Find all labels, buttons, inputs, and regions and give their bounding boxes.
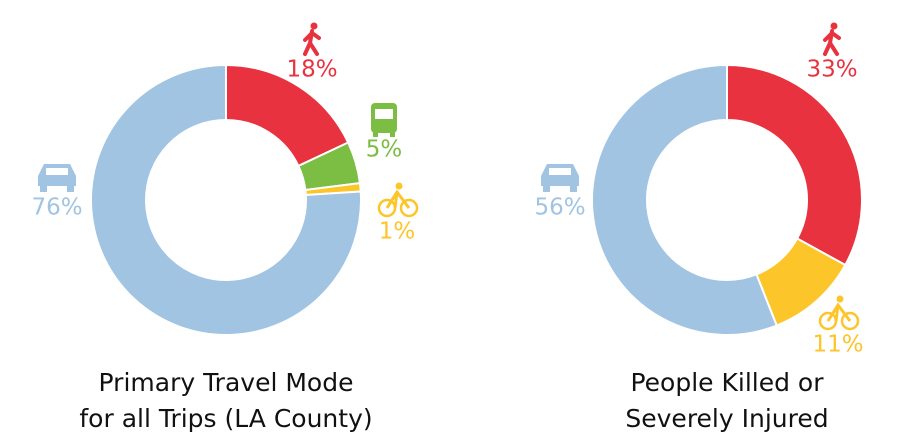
chart-title: Severely Injured — [625, 404, 828, 433]
icon-part — [823, 29, 841, 56]
icon-part — [836, 295, 844, 303]
icon-bus — [371, 103, 397, 137]
icon-part — [399, 198, 419, 218]
chart-title: Primary Travel Mode — [99, 368, 354, 397]
donut-slice — [591, 63, 778, 336]
value-label: 33% — [806, 57, 857, 83]
icon-part — [375, 109, 393, 119]
icon-part — [390, 132, 395, 137]
icon-part — [303, 29, 321, 56]
icon-car — [38, 164, 76, 192]
icon-part — [373, 132, 378, 137]
donut-slice — [726, 63, 863, 267]
chart-title: People Killed or — [630, 368, 824, 397]
icon-bike — [377, 182, 419, 218]
icon-part — [385, 189, 411, 209]
icon-part — [67, 186, 74, 192]
icon-part — [826, 302, 852, 322]
icon-part — [46, 168, 68, 175]
icon-walk — [303, 22, 321, 56]
icon-part — [549, 168, 571, 175]
value-label: 18% — [286, 57, 337, 83]
value-label: 11% — [812, 332, 863, 358]
icon-walk — [823, 22, 841, 56]
icon-part — [543, 186, 550, 192]
value-label: 1% — [379, 219, 416, 245]
icon-part — [830, 22, 838, 30]
icon-car — [541, 164, 579, 192]
value-label: 56% — [534, 195, 585, 221]
donut-slice — [90, 63, 362, 336]
icon-part — [395, 182, 403, 190]
chart-title: for all Trips (LA County) — [79, 404, 372, 433]
icon-part — [840, 311, 860, 331]
icon-part — [40, 186, 47, 192]
icon-bike — [818, 295, 860, 331]
icon-part — [570, 186, 577, 192]
value-label: 5% — [366, 137, 403, 163]
icon-part — [310, 22, 318, 30]
value-label: 76% — [31, 195, 82, 221]
